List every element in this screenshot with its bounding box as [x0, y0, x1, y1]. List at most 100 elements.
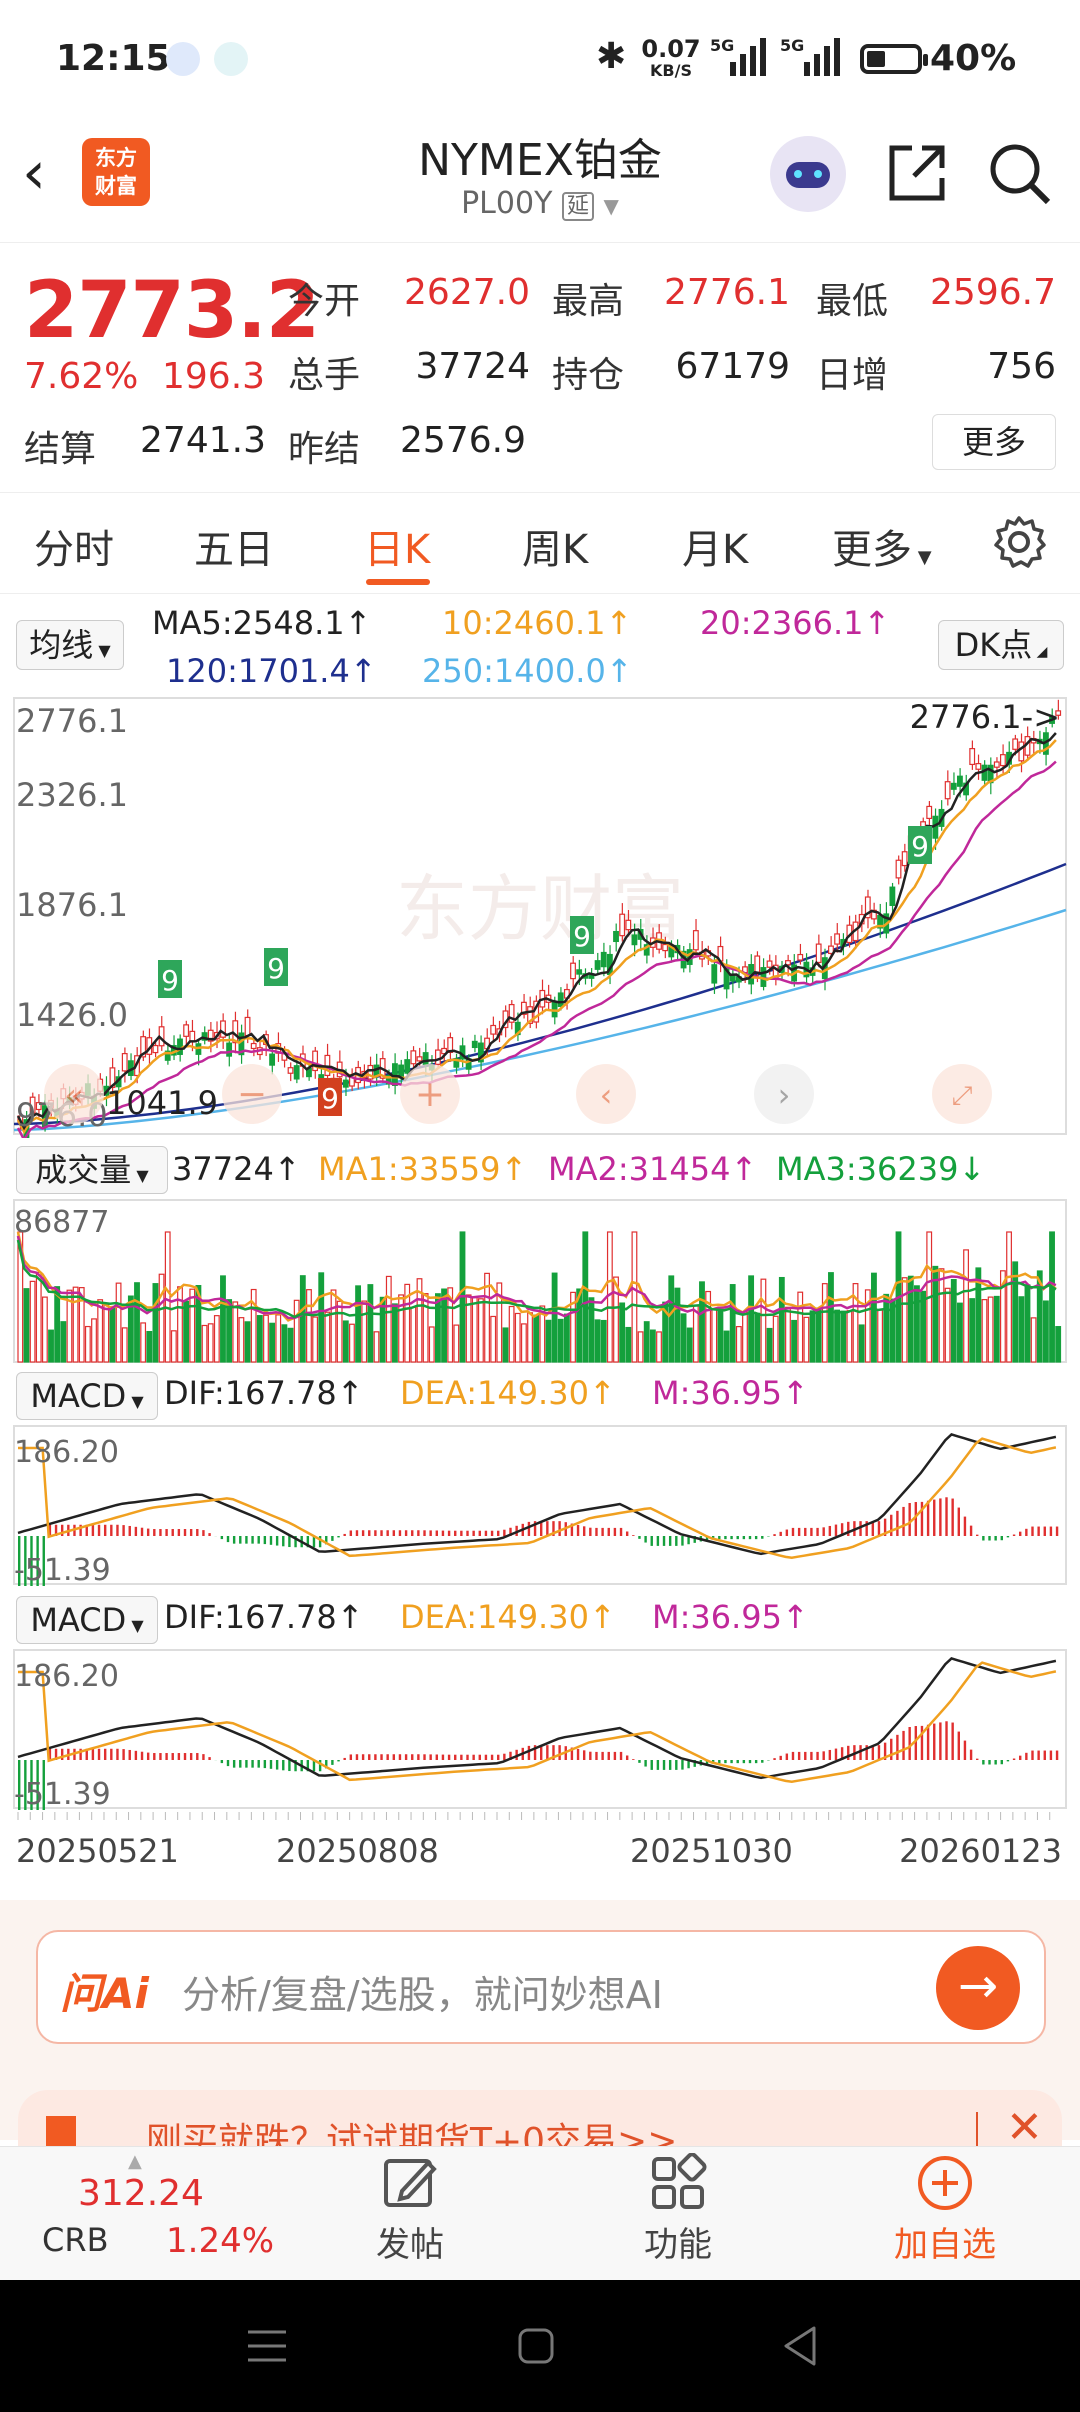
macd-bar [963, 1516, 967, 1536]
home-nav-icon[interactable] [516, 2326, 556, 2366]
macd1-dif: DIF:167.78↑ [164, 1374, 364, 1412]
macd-chart-1[interactable]: 186.20 -51.39 [0, 1424, 1080, 1586]
macd-bar [257, 1536, 260, 1544]
macd-bar [128, 1525, 131, 1536]
candle-body [993, 761, 1000, 768]
indicator-selector-macd-2[interactable]: MACD ▼ [16, 1596, 158, 1644]
ai-search-input[interactable]: 问Ai 分析/复盘/选股，就问妙想AI → [36, 1930, 1046, 2044]
volume-bar [484, 1272, 490, 1363]
add-to-watchlist-button[interactable]: 加自选 [880, 2153, 1010, 2266]
macd-bar [91, 1748, 95, 1760]
svg-text:9: 9 [573, 920, 591, 953]
crb-change[interactable]: 1.24% [166, 2221, 275, 2261]
volume-bar [871, 1272, 877, 1363]
macd-bar [331, 1760, 334, 1765]
volume-bar [293, 1299, 300, 1363]
close-icon[interactable]: ✕ [1006, 2102, 1043, 2150]
macd-bar [454, 1530, 457, 1536]
tab-monthly-k[interactable]: 月K [682, 527, 749, 573]
date-axis: 20250521 20250808 20251030 20260123 [16, 1812, 1062, 1870]
candle-body [453, 1058, 460, 1068]
macd-bar [656, 1760, 660, 1770]
menu-nav-icon[interactable] [246, 2326, 288, 2366]
tab-more[interactable]: 更多 ▼ [832, 527, 932, 573]
volume-bar [834, 1309, 841, 1363]
macd-bar [632, 1535, 635, 1536]
tab-five-day[interactable]: 五日 [194, 527, 274, 573]
macd-bar [742, 1536, 746, 1540]
volume-bar [23, 1288, 30, 1363]
volume-bar [766, 1327, 773, 1363]
macd-bar [939, 1722, 942, 1760]
volume-bar [846, 1310, 853, 1363]
macd-bar [331, 1536, 334, 1541]
post-button[interactable]: 发帖 [360, 2153, 460, 2266]
volume-bar [336, 1300, 343, 1363]
macd-chart-2[interactable]: 186.20 -51.39 [0, 1648, 1080, 1810]
macd-bar [963, 1740, 967, 1760]
macd-bar [546, 1521, 549, 1536]
candle-body [889, 886, 896, 906]
candle-body [956, 775, 963, 787]
promo-divider [976, 2112, 978, 2150]
volume-bar [699, 1281, 705, 1363]
macd-bar [804, 1527, 807, 1536]
volume-bar [520, 1323, 527, 1363]
volume-bar [588, 1297, 595, 1363]
macd-bar [681, 1760, 684, 1770]
more-quote-button[interactable]: 更多 [932, 414, 1056, 470]
back-icon[interactable]: ‹ [22, 138, 46, 208]
volume-bar [349, 1323, 355, 1363]
indicator-selector-macd-1[interactable]: MACD ▼ [16, 1372, 158, 1420]
tab-weekly-k[interactable]: 周K [522, 527, 589, 573]
indicator-selector-ma[interactable]: 均线 ▼ [16, 620, 124, 670]
macd-bar [343, 1757, 346, 1760]
macd-bar [791, 1527, 795, 1536]
macd-bar [865, 1521, 868, 1536]
share-icon[interactable] [886, 142, 948, 204]
candle-body [527, 1006, 533, 1024]
volume-bar [398, 1294, 404, 1363]
candle-body [600, 951, 607, 968]
settings-gear-icon[interactable] [992, 515, 1046, 569]
kline-chart[interactable]: 东方财富 2776.1 2326.1 1876.1 1426.0 976.0 2… [0, 694, 1080, 1138]
macd-bar [957, 1507, 960, 1536]
indicator-selector-volume[interactable]: 成交量 ▼ [16, 1146, 168, 1194]
macd-bar [490, 1530, 494, 1536]
functions-button[interactable]: 功能 [628, 2152, 728, 2266]
volume-bar [201, 1324, 208, 1363]
ai-submit-arrow-icon[interactable]: → [936, 1946, 1020, 2030]
tab-daily-k[interactable]: 日K [364, 527, 431, 573]
volume-label: 总手 [288, 355, 361, 396]
search-icon[interactable] [988, 142, 1052, 206]
ai-robot-icon[interactable] [770, 136, 846, 212]
macd-bar [140, 1751, 144, 1760]
macd-bar [423, 1530, 426, 1536]
macd-bar [183, 1529, 187, 1536]
candle-body [293, 1065, 300, 1080]
active-tab-indicator [366, 579, 430, 585]
dk-point-button[interactable]: DK点 ◢ [938, 620, 1064, 670]
macd-bar [294, 1536, 297, 1548]
volume-chart[interactable]: 86877 [0, 1198, 1080, 1364]
ai-brand: 问Ai [60, 1969, 149, 2018]
macd-bar [1049, 1750, 1053, 1760]
promo-banner[interactable]: 刚买就跌？试试期货T+0交易>> ✕ [18, 2090, 1062, 2150]
crb-value[interactable]: 312.24 [78, 2173, 204, 2214]
volume-bar [170, 1330, 177, 1363]
macd-bar [754, 1536, 758, 1540]
macd-bar [1000, 1536, 1003, 1541]
instrument-code-row[interactable]: PL00Y 延 ▼ [0, 186, 1080, 221]
volume-value: 37724 [415, 346, 530, 387]
macd-bar [398, 1754, 402, 1760]
candle-body [975, 763, 982, 770]
back-nav-icon[interactable] [780, 2324, 820, 2368]
macd-bar [976, 1534, 979, 1536]
tab-intraday[interactable]: 分时 [34, 527, 114, 573]
crb-label[interactable]: CRB [42, 2221, 109, 2259]
ma20-value: 20:2366.1↑ [700, 604, 891, 642]
candle-body [815, 943, 822, 964]
volume-bar [613, 1276, 619, 1363]
volume-bar [797, 1291, 804, 1363]
macd-bar [509, 1527, 512, 1536]
